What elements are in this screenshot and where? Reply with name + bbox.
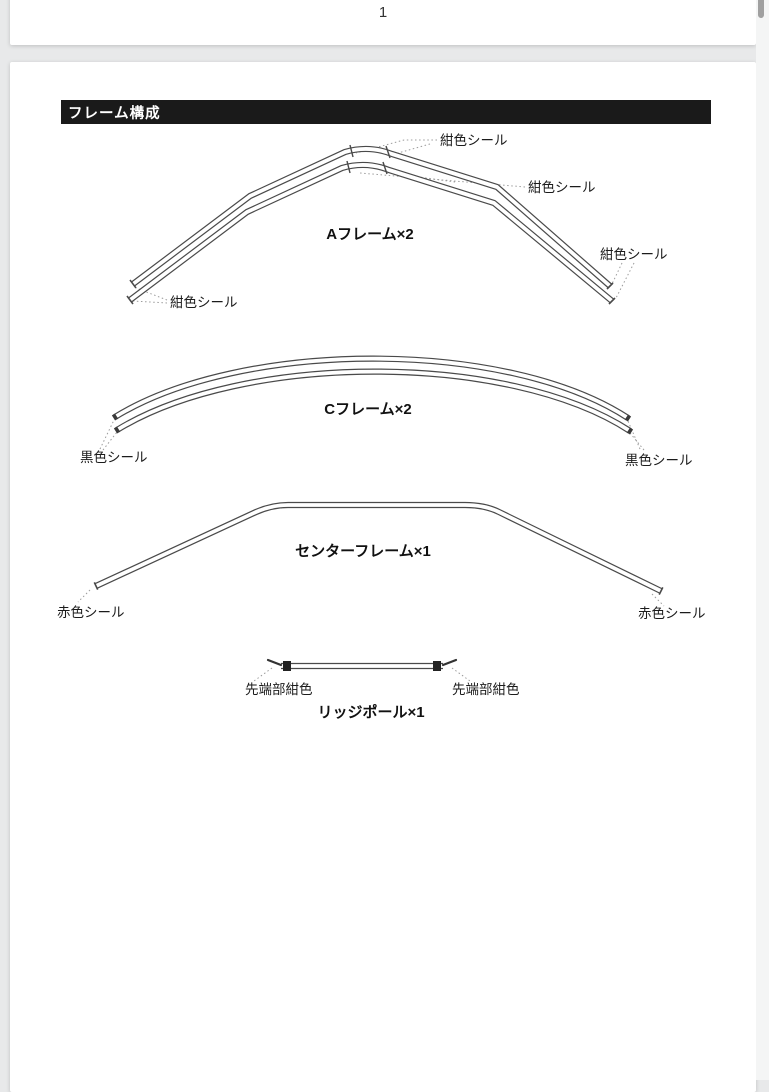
- ridge-pole-tip: [441, 658, 458, 667]
- seal-label-red: 赤色シール: [638, 605, 706, 621]
- seal-label-navy: 紺色シール: [440, 132, 508, 148]
- connector-tick: [346, 160, 351, 174]
- pole-end-cap: [626, 427, 634, 435]
- c-frame-upper-pole: [113, 355, 630, 421]
- section-header-bar: フレーム構成: [61, 100, 711, 124]
- connector-tick: [385, 145, 391, 159]
- pole-end: [608, 297, 616, 305]
- leader-line: [611, 262, 623, 285]
- pole-end: [658, 587, 664, 595]
- ridge-pole-label: リッジポール×1: [317, 703, 424, 721]
- leader-line: [629, 432, 645, 451]
- leader-line: [77, 589, 91, 603]
- seal-label-navy: 紺色シール: [170, 294, 238, 310]
- leader-line: [135, 287, 168, 301]
- a-frame-lower-pole: [128, 161, 614, 304]
- center-frame-diagram: 赤色シール 赤色シール センターフレーム×1: [57, 501, 706, 621]
- leader-line: [451, 667, 471, 682]
- pole-end-cap: [111, 413, 119, 421]
- pole-end: [93, 582, 99, 590]
- previous-page: 1: [10, 0, 756, 45]
- pole-end-cap: [113, 426, 121, 434]
- seal-label-tip-navy: 先端部紺色: [452, 681, 520, 697]
- c-frame-diagram: 黒色シール 黒色シール Cフレーム×2: [80, 355, 693, 468]
- pole-end: [126, 295, 134, 305]
- leader-line: [651, 593, 665, 607]
- section-header-title: フレーム構成: [68, 105, 161, 122]
- scrollbar-thumb[interactable]: [758, 0, 764, 18]
- ridge-pole-connector: [433, 661, 441, 671]
- seal-label-black: 黒色シール: [80, 449, 148, 465]
- ridge-pole-connector: [283, 661, 291, 671]
- a-frame-diagram: 紺色シール 紺色シール 紺色シール 紺色シール Aフレーム×2: [126, 132, 668, 310]
- scrollbar-track[interactable]: [756, 0, 769, 1080]
- connector-tick: [382, 161, 388, 175]
- seal-label-navy: 紺色シール: [600, 246, 668, 262]
- leader-line: [615, 262, 635, 299]
- a-frame-label: Aフレーム×2: [326, 226, 414, 243]
- leader-line: [99, 419, 115, 450]
- c-frame-lower-pole: [115, 368, 632, 434]
- seal-label-tip-navy: 先端部紺色: [245, 681, 313, 697]
- pole-end: [606, 282, 614, 290]
- ridge-pole-diagram: 先端部紺色 先端部紺色 リッジポール×1: [245, 658, 520, 721]
- leader-line: [627, 420, 641, 450]
- leader-line: [102, 431, 118, 451]
- seal-label-navy: 紺色シール: [528, 179, 596, 195]
- seal-label-black: 黒色シール: [625, 452, 693, 468]
- pole-end-cap: [624, 414, 632, 422]
- seal-label-red: 赤色シール: [57, 604, 125, 620]
- leader-line: [253, 667, 273, 682]
- pole-end: [129, 279, 137, 289]
- c-frame-label: Cフレーム×2: [324, 401, 412, 418]
- connector-tick: [349, 144, 354, 158]
- a-frame-upper-pole: [131, 145, 613, 289]
- ridge-pole-tip: [266, 658, 283, 667]
- page-number: 1: [378, 4, 388, 21]
- center-frame-label: センターフレーム×1: [295, 543, 431, 560]
- leader-line: [132, 300, 168, 304]
- center-frame-pole: [94, 501, 663, 594]
